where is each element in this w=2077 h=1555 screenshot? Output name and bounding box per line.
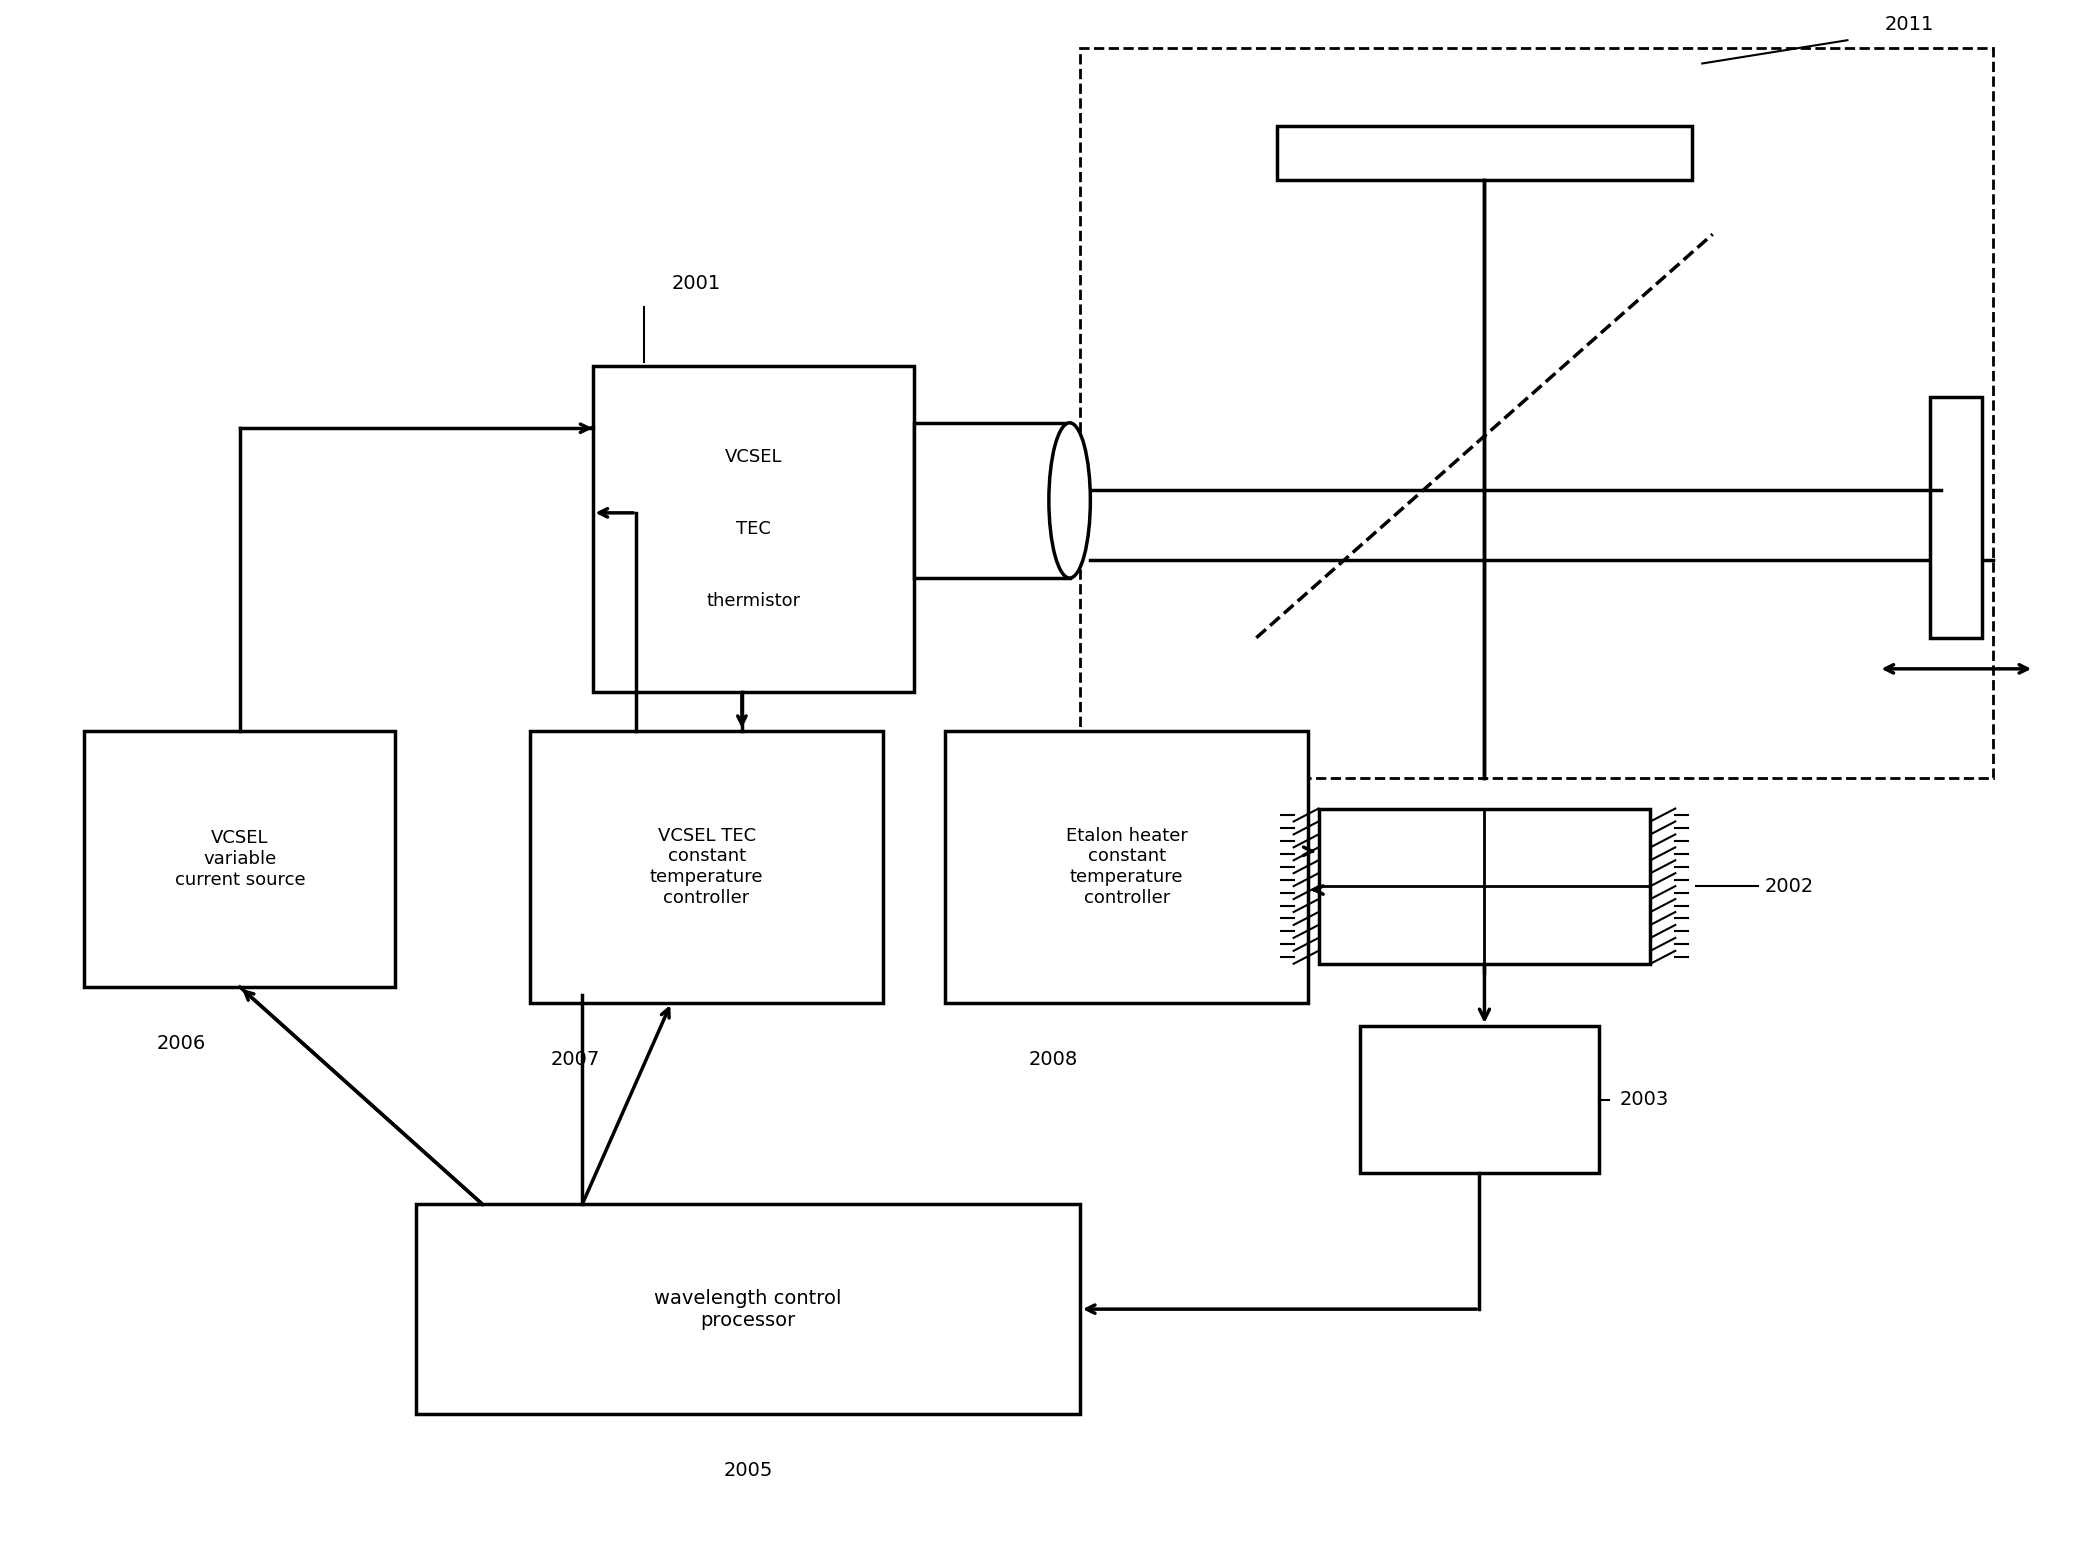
Bar	[592, 365, 914, 692]
Text: VCSEL TEC
constant
temperature
controller: VCSEL TEC constant temperature controlle…	[650, 827, 764, 907]
Text: 2011: 2011	[1886, 16, 1934, 34]
Bar	[945, 731, 1309, 1003]
Text: TEC: TEC	[735, 519, 771, 538]
Bar	[1930, 397, 1981, 638]
Text: 2006: 2006	[158, 1034, 206, 1053]
Text: thermistor: thermistor	[706, 592, 800, 610]
Text: 2007: 2007	[550, 1050, 600, 1068]
Bar	[1277, 126, 1693, 180]
Text: 2001: 2001	[671, 274, 721, 292]
Bar	[914, 423, 1070, 578]
Text: 2008: 2008	[1028, 1050, 1078, 1068]
Text: wavelength control
processor: wavelength control processor	[654, 1289, 841, 1330]
Bar	[1319, 809, 1651, 964]
Text: VCSEL
variable
current source: VCSEL variable current source	[174, 829, 305, 889]
Ellipse shape	[1049, 423, 1090, 578]
Text: 2003: 2003	[1620, 1090, 1668, 1109]
Bar	[530, 731, 883, 1003]
Bar	[1080, 48, 1992, 778]
Bar	[415, 1205, 1080, 1413]
Text: 2002: 2002	[1765, 877, 1813, 896]
Text: VCSEL: VCSEL	[725, 448, 783, 466]
Text: Etalon heater
constant
temperature
controller: Etalon heater constant temperature contr…	[1066, 827, 1188, 907]
Text: 2005: 2005	[723, 1462, 773, 1480]
Bar	[1360, 1026, 1599, 1174]
Bar	[85, 731, 395, 987]
